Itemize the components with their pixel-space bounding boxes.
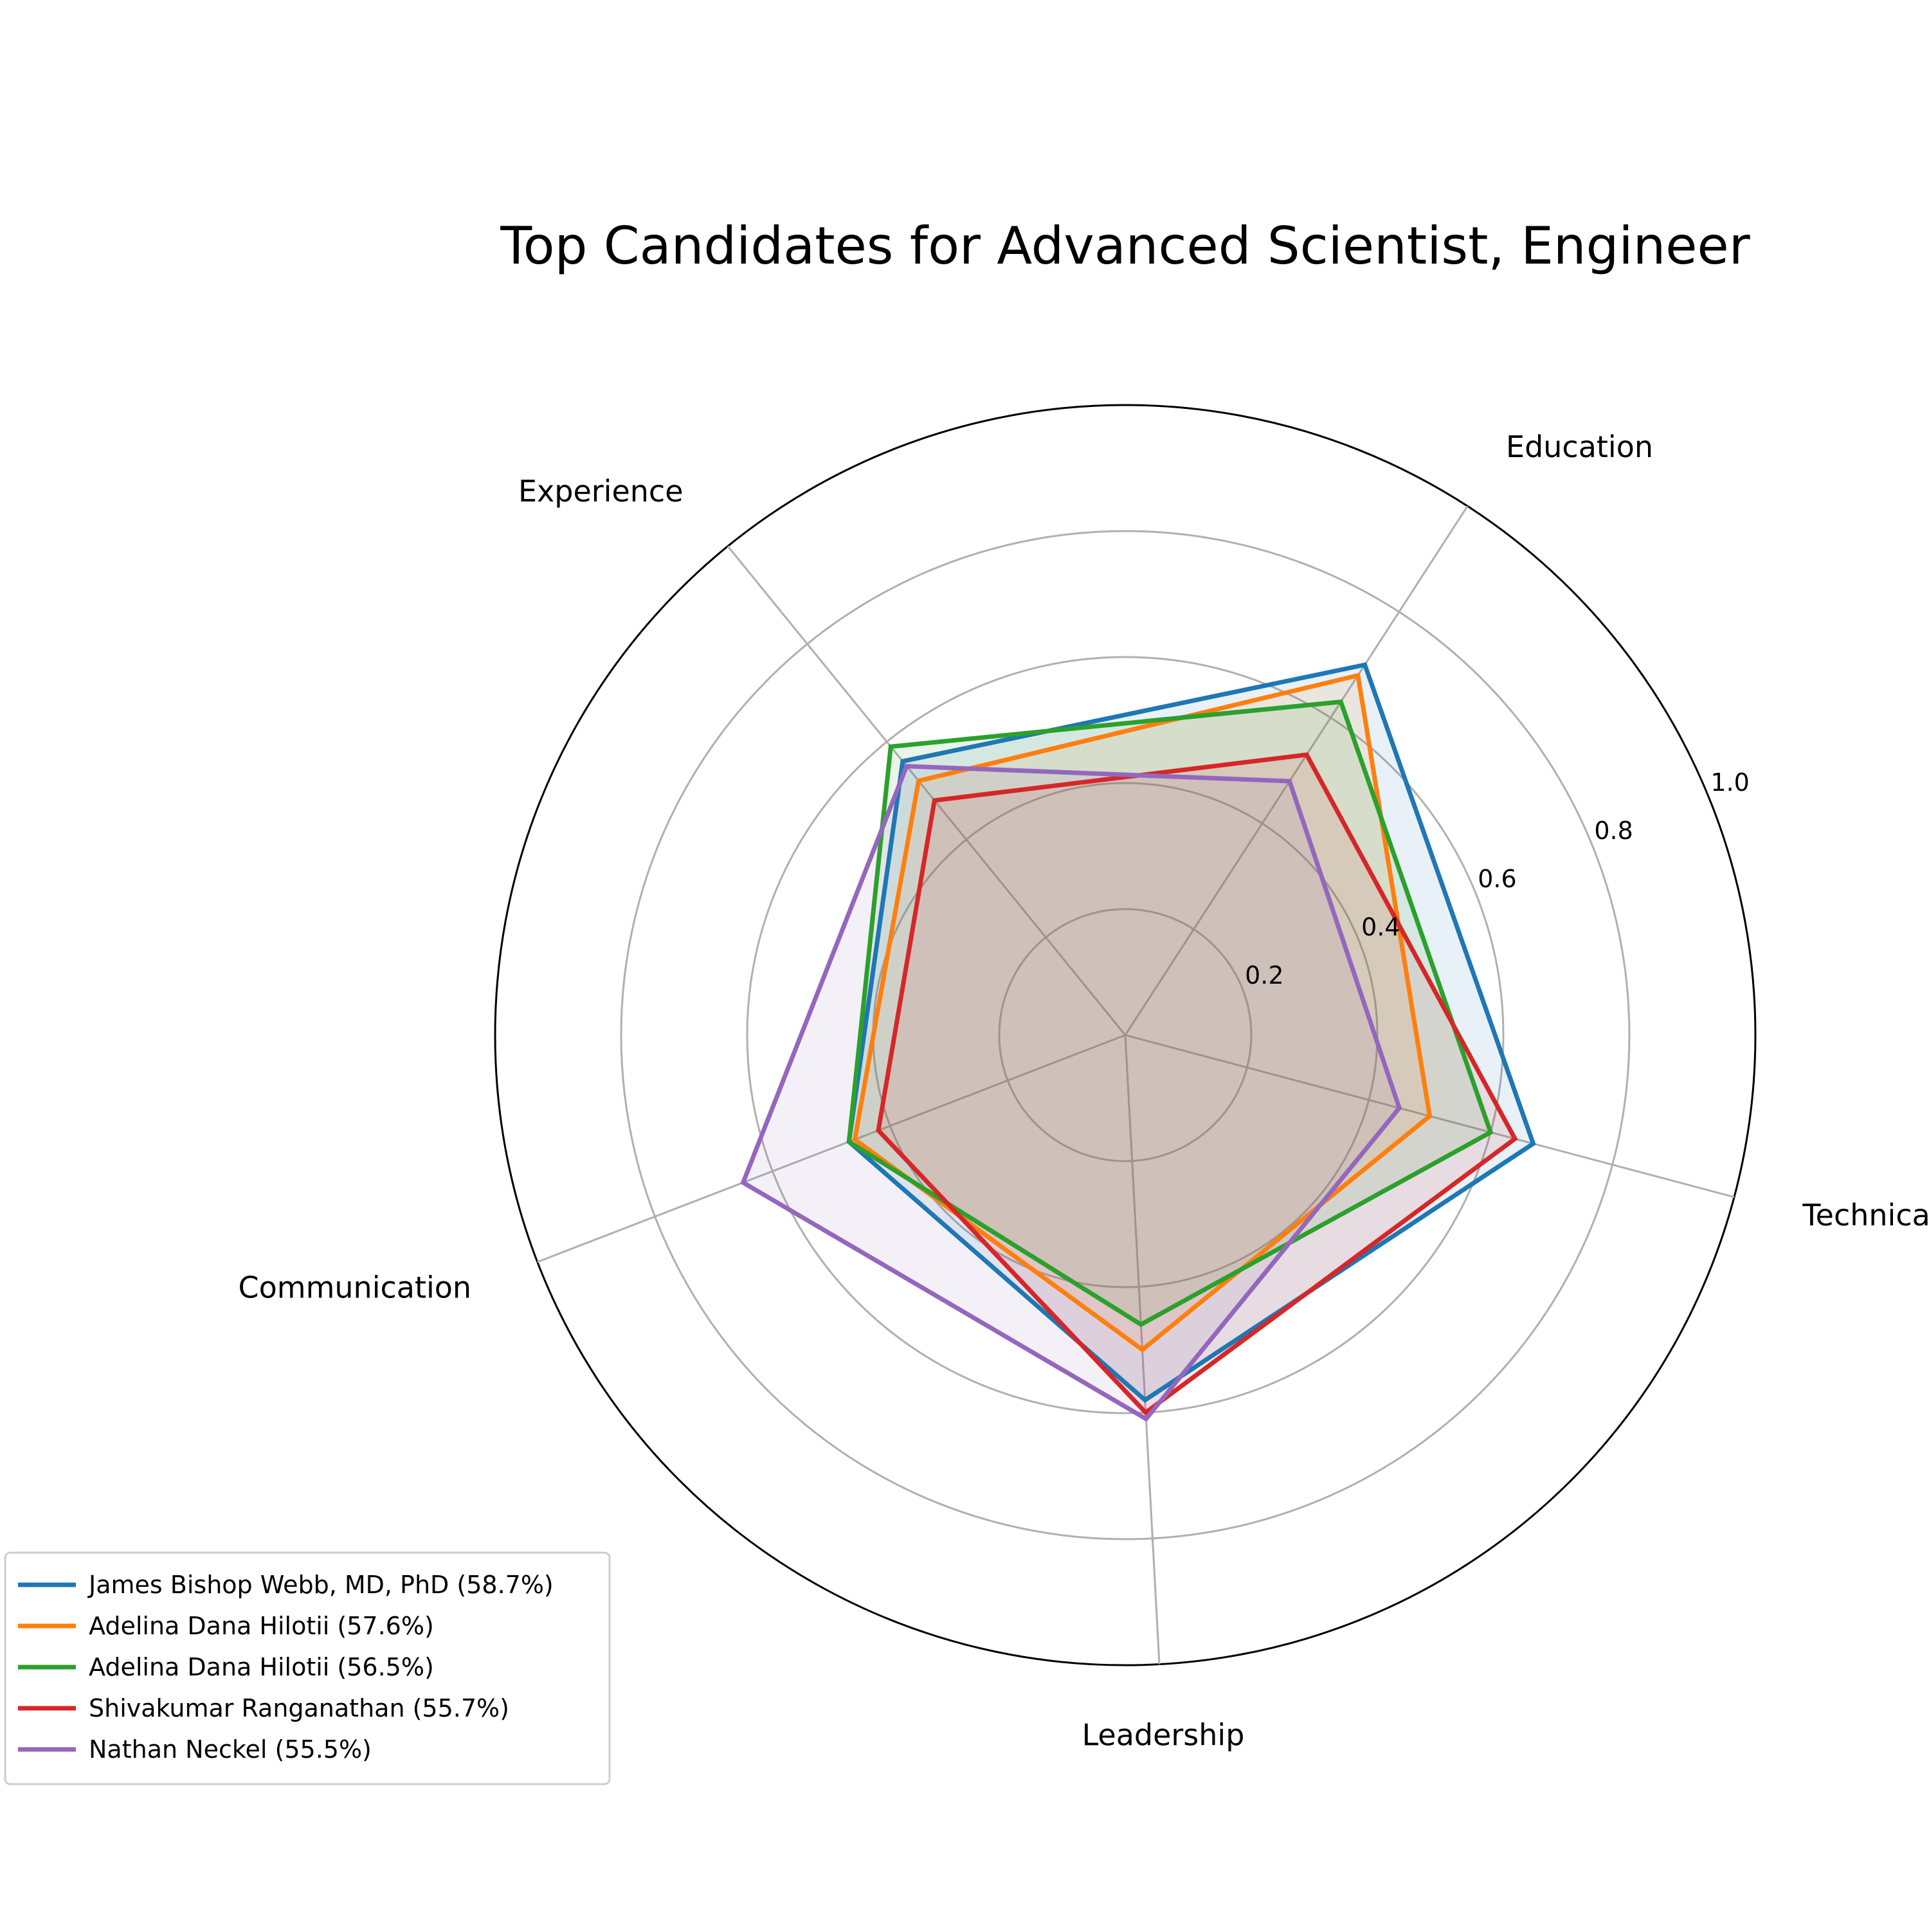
- series-line-5: [740, 764, 1402, 1422]
- series-area-4: [878, 754, 1516, 1413]
- series-line-4: [876, 752, 1518, 1416]
- radar-grid-circle: [620, 530, 1631, 1540]
- radar-spoke: [537, 1034, 1126, 1263]
- radar-outer-circle: [494, 404, 1757, 1666]
- radar-series: [740, 662, 1536, 1422]
- series-area-3: [849, 701, 1491, 1325]
- category-label: Education: [1506, 429, 1653, 464]
- legend-item-label: Shivakumar Ranganathan (55.7%): [89, 1694, 509, 1722]
- radar-spoke: [727, 545, 1127, 1036]
- series-area-1: [849, 665, 1534, 1400]
- radar-grid-circle: [746, 656, 1505, 1414]
- legend-item-label: Adelina Dana Hilotii (56.5%): [89, 1653, 434, 1681]
- chart-legend: James Bishop Webb, MD, PhD (58.7%) Adelin…: [4, 1551, 611, 1785]
- series-area-5: [743, 766, 1400, 1419]
- radial-tick-label: 0.6: [1478, 865, 1516, 893]
- series-line-2: [852, 673, 1433, 1353]
- series-line-3: [846, 699, 1494, 1328]
- legend-box: [4, 1551, 611, 1785]
- radar-spoke: [1124, 505, 1469, 1036]
- legend-item-label: Adelina Dana Hilotii (57.6%): [89, 1612, 434, 1640]
- category-label: Communication: [239, 1270, 472, 1305]
- radar-grid-circle: [998, 908, 1253, 1162]
- series-line-1: [846, 662, 1536, 1403]
- category-label: Experience: [518, 474, 684, 509]
- radial-tick-label: 0.4: [1361, 913, 1400, 941]
- series-area-2: [855, 675, 1430, 1350]
- category-label: Leadership: [1082, 1717, 1245, 1752]
- legend-item-label: Nathan Neckel (55.5%): [89, 1735, 372, 1764]
- radial-tick-label: 0.2: [1245, 961, 1283, 989]
- category-label: Technical Skills: [1802, 1198, 1929, 1232]
- radar-labels: 0.2 0.4 0.6 0.8 1.0 Technical Skills Education…: [239, 429, 1929, 1753]
- radial-tick-label: 0.8: [1594, 817, 1633, 845]
- chart-title: Top Candidates for Advanced Scientist, E…: [500, 216, 1750, 276]
- radial-tick-label: 1.0: [1710, 768, 1749, 797]
- legend-item-label: James Bishop Webb, MD, PhD (58.7%): [87, 1571, 554, 1599]
